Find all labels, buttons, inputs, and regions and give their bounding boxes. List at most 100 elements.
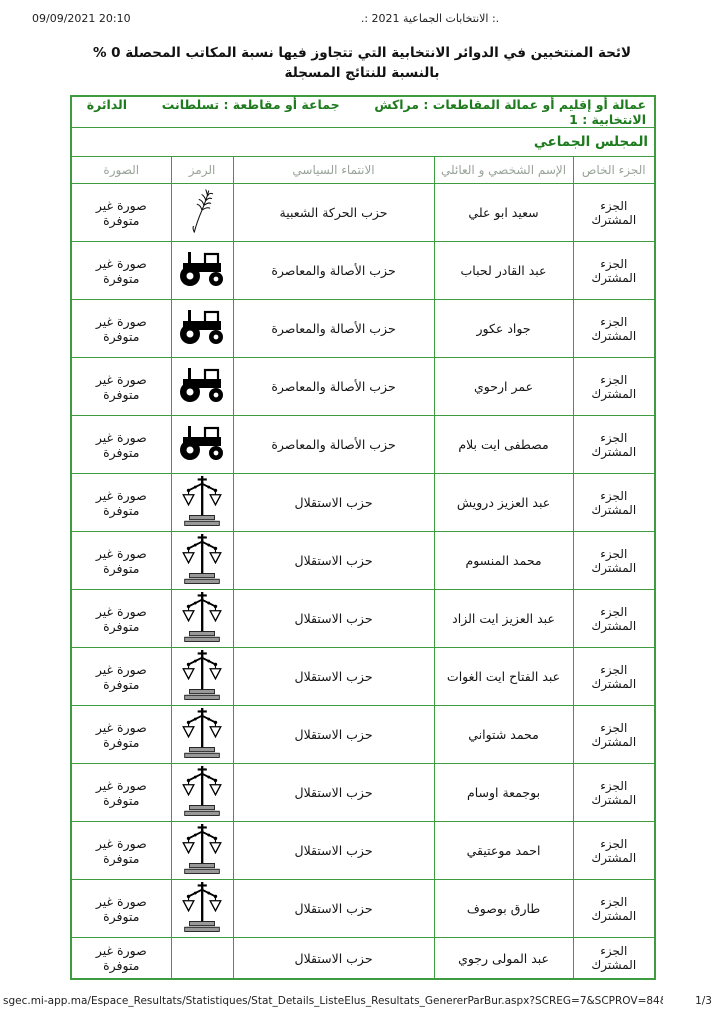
- section-cell: الجزء المشترك: [572, 415, 656, 474]
- photo-missing-cell: صورة غير متوفرة: [70, 473, 172, 532]
- tractor-icon: [178, 367, 226, 403]
- party-symbol-cell: [170, 821, 234, 880]
- party-affiliation-cell: حزب الأصالة والمعاصرة: [232, 241, 435, 300]
- candidate-name-cell: بوجمعة اوسام: [433, 763, 574, 822]
- page-number: 1/3: [695, 995, 712, 1007]
- party-symbol-cell: [170, 473, 234, 532]
- scales-icon: [180, 534, 224, 584]
- table-row: الجزء المشترك طارق بوصوف حزب الاستقلال: [70, 879, 656, 938]
- print-header: 09/09/2021 20:10 .: الانتخابات الجماعية …: [0, 12, 724, 28]
- report-title: لائحة المنتخبين في الدوائر الانتخابية ال…: [0, 43, 724, 84]
- section-cell: الجزء المشترك: [572, 589, 656, 648]
- table-row: الجزء المشترك احمد موعتيقي حزب الاستقلال: [70, 821, 656, 880]
- column-header-symbol: الرمز: [170, 156, 234, 184]
- party-affiliation-cell: حزب الاستقلال: [232, 473, 435, 532]
- photo-missing-cell: صورة غير متوفرة: [70, 415, 172, 474]
- party-affiliation-cell: حزب الأصالة والمعاصرة: [232, 415, 435, 474]
- region-header-row: عمالة أو إقليم أو عمالة المقاطعات : مراك…: [70, 95, 656, 128]
- tractor-icon: [178, 251, 226, 287]
- party-affiliation-cell: حزب الاستقلال: [232, 937, 435, 980]
- commune-value: تسلطانت: [161, 97, 220, 112]
- report-title-line1: لائحة المنتخبين في الدوائر الانتخابية ال…: [92, 45, 632, 61]
- party-affiliation-cell: حزب الحركة الشعبية: [232, 183, 435, 242]
- party-symbol-cell: [170, 705, 234, 764]
- party-symbol-cell: [170, 879, 234, 938]
- scales-icon: [180, 882, 224, 932]
- candidate-name-cell: عبد العزيز ايت الزاد: [433, 589, 574, 648]
- print-datetime: 09/09/2021 20:10: [32, 12, 131, 25]
- photo-missing-cell: صورة غير متوفرة: [70, 647, 172, 706]
- candidate-name-cell: طارق بوصوف: [433, 879, 574, 938]
- elected-candidates-table: عمالة أو إقليم أو عمالة المقاطعات : مراك…: [70, 95, 657, 980]
- section-cell: الجزء المشترك: [572, 763, 656, 822]
- column-header-party: الانتماء السياسي: [232, 156, 435, 184]
- photo-missing-cell: صورة غير متوفرة: [70, 589, 172, 648]
- party-symbol-cell: [170, 357, 234, 416]
- party-affiliation-cell: حزب الأصالة والمعاصرة: [232, 299, 435, 358]
- council-header-row: المجلس الجماعي: [70, 127, 656, 157]
- photo-missing-cell: صورة غير متوفرة: [70, 241, 172, 300]
- table-row: الجزء المشترك عبد القادر لحباب حزب الأصا…: [70, 241, 656, 300]
- photo-missing-cell: صورة غير متوفرة: [70, 531, 172, 590]
- column-header-section: الجزء الخاص: [572, 156, 656, 184]
- scales-icon: [180, 592, 224, 642]
- party-affiliation-cell: حزب الاستقلال: [232, 647, 435, 706]
- table-row: الجزء المشترك عبد المولى رجوي حزب الاستق…: [70, 937, 656, 980]
- candidate-name-cell: عمر ارحوي: [433, 357, 574, 416]
- table-row: الجزء المشترك محمد المنسوم حزب الاستقلال: [70, 531, 656, 590]
- section-cell: الجزء المشترك: [572, 531, 656, 590]
- table-row: الجزء المشترك مصطفى ايت بلام حزب الأصالة…: [70, 415, 656, 474]
- report-title-line2: بالنسبة للنتائج المسجلة: [284, 65, 440, 82]
- party-affiliation-cell: حزب الاستقلال: [232, 531, 435, 590]
- party-affiliation-cell: حزب الاستقلال: [232, 705, 435, 764]
- table-row: الجزء المشترك عبد العزيز ايت الزاد حزب ا…: [70, 589, 656, 648]
- candidate-name-cell: مصطفى ايت بلام: [433, 415, 574, 474]
- section-cell: الجزء المشترك: [572, 183, 656, 242]
- party-symbol-cell: [170, 299, 234, 358]
- table-row: الجزء المشترك عبد الفتاح ايت الغوات حزب …: [70, 647, 656, 706]
- party-affiliation-cell: حزب الاستقلال: [232, 879, 435, 938]
- party-symbol-cell: [170, 937, 234, 980]
- scales-icon: [180, 476, 224, 526]
- district-value: 1: [569, 112, 578, 127]
- table-row: الجزء المشترك عبد العزيز درويش حزب الاست…: [70, 473, 656, 532]
- candidate-name-cell: محمد شتواني: [433, 705, 574, 764]
- party-symbol-cell: [170, 531, 234, 590]
- candidate-name-cell: جواد عكور: [433, 299, 574, 358]
- section-cell: الجزء المشترك: [572, 241, 656, 300]
- table-row: الجزء المشترك عمر ارحوي حزب الأصالة والم…: [70, 357, 656, 416]
- photo-missing-cell: صورة غير متوفرة: [70, 357, 172, 416]
- print-footer: sgec.mi-app.ma/Espace_Resultats/Statisti…: [3, 995, 712, 1007]
- section-cell: الجزء المشترك: [572, 357, 656, 416]
- page-url: sgec.mi-app.ma/Espace_Resultats/Statisti…: [3, 995, 663, 1007]
- party-symbol-cell: [170, 647, 234, 706]
- candidate-name-cell: محمد المنسوم: [433, 531, 574, 590]
- table-row: الجزء المشترك محمد شتواني حزب الاستقلال: [70, 705, 656, 764]
- party-affiliation-cell: حزب الاستقلال: [232, 763, 435, 822]
- results-table-container: عمالة أو إقليم أو عمالة المقاطعات : مراك…: [70, 95, 657, 980]
- section-cell: الجزء المشترك: [572, 647, 656, 706]
- photo-missing-cell: صورة غير متوفرة: [70, 183, 172, 242]
- scales-icon: [180, 824, 224, 874]
- scales-icon: [180, 708, 224, 758]
- column-header-name: الإسم الشخصي و العائلي: [433, 156, 574, 184]
- candidate-name-cell: عبد المولى رجوي: [433, 937, 574, 980]
- scales-icon: [180, 766, 224, 816]
- table-row: الجزء المشترك جواد عكور حزب الأصالة والم…: [70, 299, 656, 358]
- party-symbol-cell: [170, 183, 234, 242]
- table-row: الجزء المشترك بوجمعة اوسام حزب الاستقلال: [70, 763, 656, 822]
- section-cell: الجزء المشترك: [572, 879, 656, 938]
- section-cell: الجزء المشترك: [572, 299, 656, 358]
- section-cell: الجزء المشترك: [572, 705, 656, 764]
- candidate-name-cell: عبد القادر لحباب: [433, 241, 574, 300]
- party-symbol-cell: [170, 241, 234, 300]
- section-cell: الجزء المشترك: [572, 473, 656, 532]
- council-title: المجلس الجماعي: [70, 127, 656, 157]
- table-row: الجزء المشترك سعيد ابو علي حزب الحركة ال…: [70, 183, 656, 242]
- party-symbol-cell: [170, 589, 234, 648]
- section-cell: الجزء المشترك: [572, 821, 656, 880]
- wheat-ear-icon: [189, 188, 215, 234]
- section-cell: الجزء المشترك: [572, 937, 656, 980]
- photo-missing-cell: صورة غير متوفرة: [70, 299, 172, 358]
- candidate-name-cell: عبد العزيز درويش: [433, 473, 574, 532]
